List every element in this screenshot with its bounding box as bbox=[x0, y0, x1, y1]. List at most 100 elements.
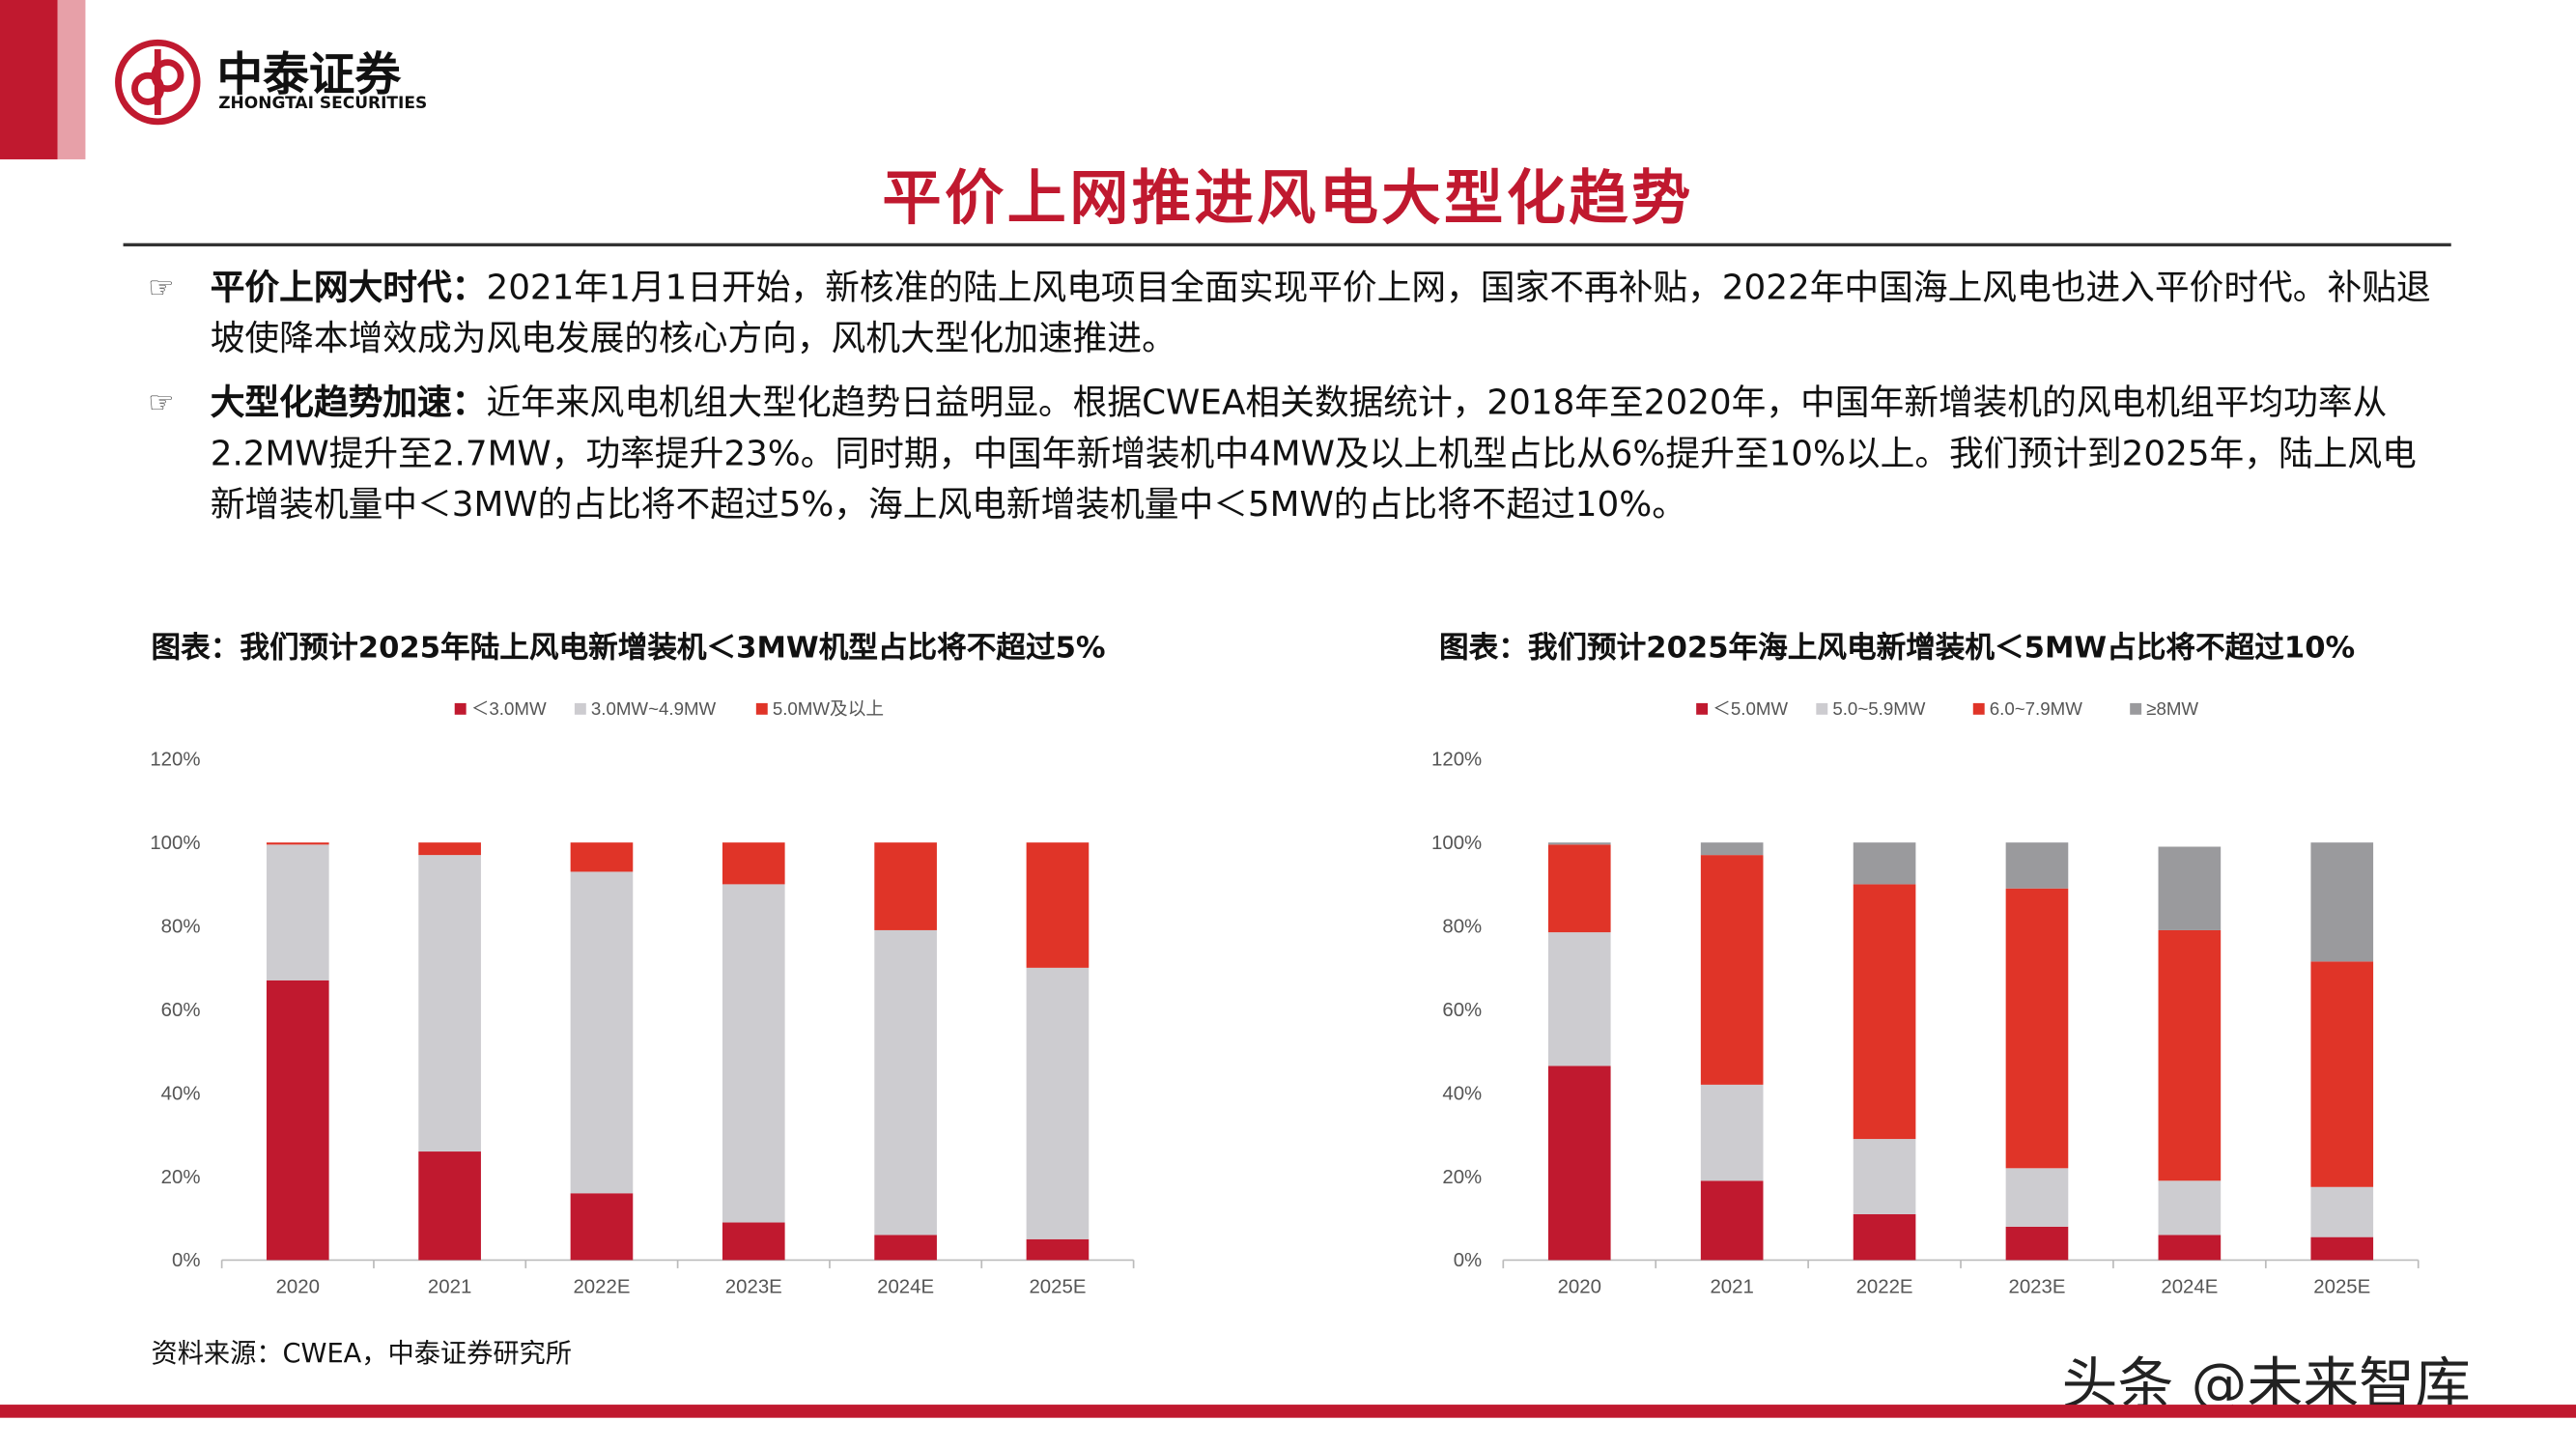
bar-segment bbox=[1700, 855, 1764, 1085]
bar-segment bbox=[1853, 1213, 1916, 1261]
y-tick-label: 0% bbox=[1454, 1250, 1482, 1271]
x-tick-label: 2021 bbox=[1710, 1276, 1753, 1297]
legend-label: 3.0MW~4.9MW bbox=[591, 698, 717, 719]
x-tick-label: 2025E bbox=[1029, 1276, 1086, 1297]
y-tick-label: 20% bbox=[1442, 1167, 1482, 1188]
title-rule bbox=[123, 242, 2451, 247]
bar-segment bbox=[2158, 929, 2222, 1181]
x-tick-label: 2023E bbox=[725, 1276, 782, 1297]
x-tick-label: 2022E bbox=[573, 1276, 630, 1297]
bar-segment bbox=[874, 842, 937, 930]
legend-swatch bbox=[574, 702, 586, 715]
bar-segment bbox=[570, 1193, 634, 1261]
legend-label: 5.0~5.9MW bbox=[1832, 698, 1925, 719]
chart-title: 图表：我们预计2025年海上风电新增装机＜5MW占比将不超过10% bbox=[1438, 631, 2356, 666]
y-tick-label: 80% bbox=[161, 916, 201, 937]
bullet-label: 大型化趋势加速： bbox=[210, 383, 487, 423]
bar-segment bbox=[2310, 842, 2374, 962]
y-tick-label: 40% bbox=[161, 1083, 201, 1104]
logo bbox=[115, 39, 201, 126]
company-name: 中泰证券 bbox=[216, 47, 402, 102]
bar-segment bbox=[266, 844, 329, 980]
bar-segment bbox=[570, 871, 634, 1194]
legend-label: 5.0MW及以上 bbox=[773, 698, 884, 719]
x-tick-label: 2025E bbox=[2313, 1276, 2370, 1297]
y-tick-label: 0% bbox=[172, 1250, 200, 1271]
bar-segment bbox=[418, 1151, 481, 1261]
source-note: 资料来源：CWEA，中泰证券研究所 bbox=[151, 1337, 573, 1369]
y-tick-label: 100% bbox=[1431, 833, 1482, 854]
legend-label: 6.0~7.9MW bbox=[1990, 698, 2082, 719]
x-tick-label: 2024E bbox=[2161, 1276, 2218, 1297]
bullet-text: 近年来风电机组大型化趋势日益明显。根据CWEA相关数据统计，2018年至2020… bbox=[210, 383, 2417, 525]
bar-segment bbox=[418, 842, 481, 856]
bar-segment bbox=[2158, 1180, 2222, 1236]
x-tick-label: 2023E bbox=[2008, 1276, 2065, 1297]
legend-swatch bbox=[755, 702, 768, 715]
bar-segment bbox=[1853, 1139, 1916, 1214]
legend-swatch bbox=[1816, 702, 1828, 715]
bar-segment bbox=[1700, 1180, 1764, 1261]
y-tick-label: 60% bbox=[1442, 1000, 1482, 1021]
bar-segment bbox=[2310, 1186, 2374, 1237]
bullet: ☞ 大型化趋势加速：近年来风电机组大型化趋势日益明显。根据CWEA相关数据统计，2… bbox=[148, 383, 2417, 525]
bar-segment bbox=[2005, 842, 2069, 889]
bullet: ☞ 平价上网大时代：2021年1月1日开始，新核准的陆上风电项目全面实现平价上网，… bbox=[148, 268, 2431, 358]
y-tick-label: 60% bbox=[161, 1000, 201, 1021]
legend-swatch bbox=[1972, 702, 1985, 715]
chart-title: 图表：我们预计2025年陆上风电新增装机＜3MW机型占比将不超过5% bbox=[151, 631, 1106, 666]
bar-segment bbox=[1026, 967, 1090, 1239]
bullet-text: 2021年1月1日开始，新核准的陆上风电项目全面实现平价上网，国家不再补贴，20… bbox=[210, 268, 2431, 358]
company-name-en: ZHONGTAI SECURITIES bbox=[218, 95, 428, 114]
legend-swatch bbox=[2130, 702, 2142, 715]
footer-bar bbox=[0, 1405, 2576, 1418]
x-tick-label: 2021 bbox=[428, 1276, 471, 1297]
bar-segment bbox=[874, 1235, 937, 1261]
bar-segment bbox=[2005, 888, 2069, 1169]
bar-segment bbox=[1026, 842, 1090, 968]
page-title: 平价上网推进风电大型化趋势 bbox=[882, 164, 1694, 234]
bar-segment bbox=[1853, 842, 1916, 885]
bullet-label: 平价上网大时代： bbox=[210, 268, 487, 308]
bar-segment bbox=[1547, 842, 1611, 845]
bar-segment bbox=[1853, 884, 1916, 1140]
bar-segment bbox=[570, 842, 634, 872]
y-tick-label: 40% bbox=[1442, 1083, 1482, 1104]
bar-segment bbox=[874, 929, 937, 1236]
legend-swatch bbox=[454, 702, 467, 715]
legend-label: ＜3.0MW bbox=[471, 698, 547, 719]
bar-segment bbox=[2158, 846, 2222, 930]
legend-label: ≥8MW bbox=[2146, 698, 2198, 719]
bar-segment bbox=[2310, 961, 2374, 1187]
x-tick-label: 2022E bbox=[1856, 1276, 1913, 1297]
bar-segment bbox=[2310, 1236, 2374, 1261]
y-tick-label: 20% bbox=[161, 1167, 201, 1188]
y-tick-label: 80% bbox=[1442, 916, 1482, 937]
y-tick-label: 120% bbox=[1431, 750, 1482, 771]
bar-segment bbox=[1700, 1084, 1764, 1181]
bar-segment bbox=[722, 884, 785, 1223]
x-tick-label: 2024E bbox=[877, 1276, 934, 1297]
bar-segment bbox=[1547, 932, 1611, 1066]
x-tick-label: 2020 bbox=[1558, 1276, 1601, 1297]
legend-label: ＜5.0MW bbox=[1713, 698, 1788, 719]
corner-block bbox=[0, 0, 86, 159]
bar-segment bbox=[266, 842, 329, 845]
bar-segment bbox=[1700, 842, 1764, 856]
bar-segment bbox=[1547, 844, 1611, 933]
bar-segment bbox=[2005, 1168, 2069, 1227]
legend-swatch bbox=[1696, 702, 1709, 715]
y-tick-label: 100% bbox=[150, 833, 200, 854]
bar-segment bbox=[2158, 1235, 2222, 1261]
x-tick-label: 2020 bbox=[276, 1276, 320, 1297]
bar-segment bbox=[2005, 1226, 2069, 1261]
bar-segment bbox=[722, 842, 785, 885]
bar-segment bbox=[418, 855, 481, 1152]
bar-segment bbox=[266, 980, 329, 1261]
y-tick-label: 120% bbox=[150, 750, 200, 771]
bar-segment bbox=[722, 1222, 785, 1261]
bar-segment bbox=[1547, 1065, 1611, 1261]
bar-segment bbox=[1026, 1238, 1090, 1261]
